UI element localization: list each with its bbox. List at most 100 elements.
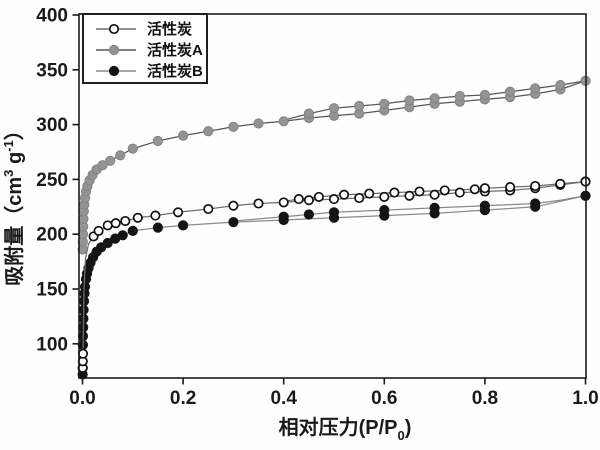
legend-sample-marker — [108, 23, 120, 34]
series-huoxingtan-marker — [469, 184, 480, 195]
series-huoxingtan-a-marker — [115, 150, 126, 161]
legend-item-huoxingtan: 活性炭 — [84, 18, 206, 39]
series-huoxingtan-b-marker — [127, 225, 138, 236]
legend-marker-filled-circle-icon — [96, 44, 136, 55]
x-tick-label: 0.6 — [371, 388, 397, 409]
series-huoxingtan-b-marker — [228, 217, 239, 228]
series-huoxingtan-marker — [132, 212, 143, 223]
y-tick-label: 350 — [36, 60, 68, 81]
series-huoxingtan-b-marker — [328, 207, 340, 218]
series-huoxingtan-marker — [110, 218, 121, 229]
series-huoxingtan-a-marker — [354, 100, 365, 112]
series-huoxingtan-a-marker — [454, 91, 465, 102]
series-huoxingtan-a-marker — [152, 135, 163, 147]
series-huoxingtan-marker — [454, 187, 465, 198]
series-huoxingtan-marker — [77, 348, 89, 359]
series-huoxingtan-marker — [328, 194, 340, 205]
x-tick-label: 0.4 — [270, 388, 297, 409]
series-huoxingtan-marker — [120, 215, 131, 227]
plot-box — [78, 13, 587, 379]
series-huoxingtan-marker — [228, 200, 239, 211]
y-tick-label: 300 — [36, 115, 68, 136]
series-layer — [77, 75, 591, 380]
legend-label: 活性炭 — [147, 21, 193, 38]
y-tick-label: 400 — [36, 6, 68, 27]
x-axis-ticks: 0.0 0.2 0.4 0.6 0.8 1.0 — [69, 378, 599, 409]
series-huoxingtan-b-marker — [278, 211, 289, 222]
series-huoxingtan-marker — [530, 180, 541, 192]
series-huoxingtan-b-marker — [530, 198, 541, 209]
series-huoxingtan-a-marker — [479, 89, 490, 101]
x-tick-label: 1.0 — [572, 388, 598, 409]
series-huoxingtan-marker — [102, 220, 113, 231]
x-tick-label: 0.8 — [472, 388, 498, 409]
series-huoxingtan-b-marker — [303, 209, 314, 220]
series-huoxingtan-marker — [173, 207, 184, 218]
series-huoxingtan-a-marker — [178, 130, 189, 141]
series-huoxingtan-marker — [203, 203, 214, 215]
series-huoxingtan-marker — [293, 194, 304, 205]
legend-marker-filled-circle-icon — [96, 65, 136, 76]
series-huoxingtan-b-marker — [102, 237, 113, 249]
series-huoxingtan-a-marker — [105, 155, 116, 166]
series-huoxingtan-a-marker — [429, 93, 440, 104]
legend-marker-open-circle-icon — [96, 23, 136, 34]
series-huoxingtan-marker — [253, 198, 264, 209]
series-huoxingtan-marker — [429, 189, 440, 200]
series-huoxingtan-a-marker — [555, 80, 566, 91]
series-huoxingtan-marker — [313, 191, 324, 202]
series-huoxingtan-a-marker — [303, 108, 314, 119]
series-huoxingtan-b-marker — [117, 230, 128, 241]
y-tick-label: 200 — [36, 225, 68, 246]
legend-label: 活性炭A — [147, 42, 203, 59]
y-axis-ticks: 100 150 200 250 300 350 400 — [36, 6, 79, 355]
legend-label: 活性炭B — [147, 63, 203, 80]
series-huoxingtan-a-marker — [203, 126, 214, 137]
series-huoxingtan-a — [77, 75, 591, 255]
x-tick-label: 0.2 — [170, 388, 196, 409]
series-huoxingtan-marker — [439, 185, 450, 196]
series-huoxingtan-b-marker — [429, 202, 440, 213]
legend-item-huoxingtan-b: 活性炭B — [84, 60, 206, 81]
series-huoxingtan-marker — [479, 183, 490, 194]
series-huoxingtan-a-marker — [505, 86, 516, 97]
series-huoxingtan-marker — [339, 189, 350, 200]
series-huoxingtan-a-marker — [328, 103, 340, 114]
series-huoxingtan-a-marker — [253, 118, 264, 129]
series-huoxingtan-marker — [150, 210, 161, 221]
series-huoxingtan-marker — [278, 197, 289, 208]
y-tick-label: 100 — [36, 334, 68, 355]
legend-sample-marker — [108, 65, 120, 76]
series-huoxingtan — [77, 176, 591, 373]
legend-item-huoxingtan-a: 活性炭A — [84, 39, 206, 60]
series-huoxingtan-marker — [379, 191, 390, 202]
series-huoxingtan-a-marker — [127, 143, 138, 154]
series-huoxingtan-b-marker — [178, 220, 189, 231]
series-huoxingtan-marker — [354, 192, 365, 204]
series-huoxingtan-marker — [93, 225, 104, 236]
series-huoxingtan-a-marker — [97, 160, 108, 171]
series-huoxingtan-a-marker — [278, 116, 289, 127]
series-huoxingtan-marker — [389, 187, 400, 198]
y-axis-title: 吸附量（cm3 g-1） — [1, 120, 26, 285]
y-tick-label: 250 — [36, 170, 68, 191]
x-tick-label: 0.0 — [69, 388, 95, 409]
series-huoxingtan-a-marker — [404, 95, 415, 106]
series-huoxingtan-a-marker — [530, 83, 541, 94]
y-tick-label: 150 — [36, 280, 68, 301]
series-huoxingtan-marker — [414, 186, 425, 197]
series-huoxingtan-b-marker — [379, 205, 390, 216]
series-huoxingtan-marker — [404, 190, 415, 201]
series-huoxingtan-a-marker — [379, 98, 390, 109]
legend: 活性炭活性炭A 活性炭B — [82, 13, 208, 84]
series-huoxingtan-marker — [555, 178, 566, 189]
series-huoxingtan-marker — [505, 182, 516, 193]
series-huoxingtan-b-marker — [152, 222, 163, 233]
legend-sample-marker — [108, 44, 120, 55]
series-huoxingtan-b-marker — [479, 200, 490, 211]
series-huoxingtan-marker — [364, 188, 375, 199]
x-axis-title: 相对压力(P/P0) — [279, 415, 412, 443]
series-huoxingtan-marker — [303, 195, 314, 206]
